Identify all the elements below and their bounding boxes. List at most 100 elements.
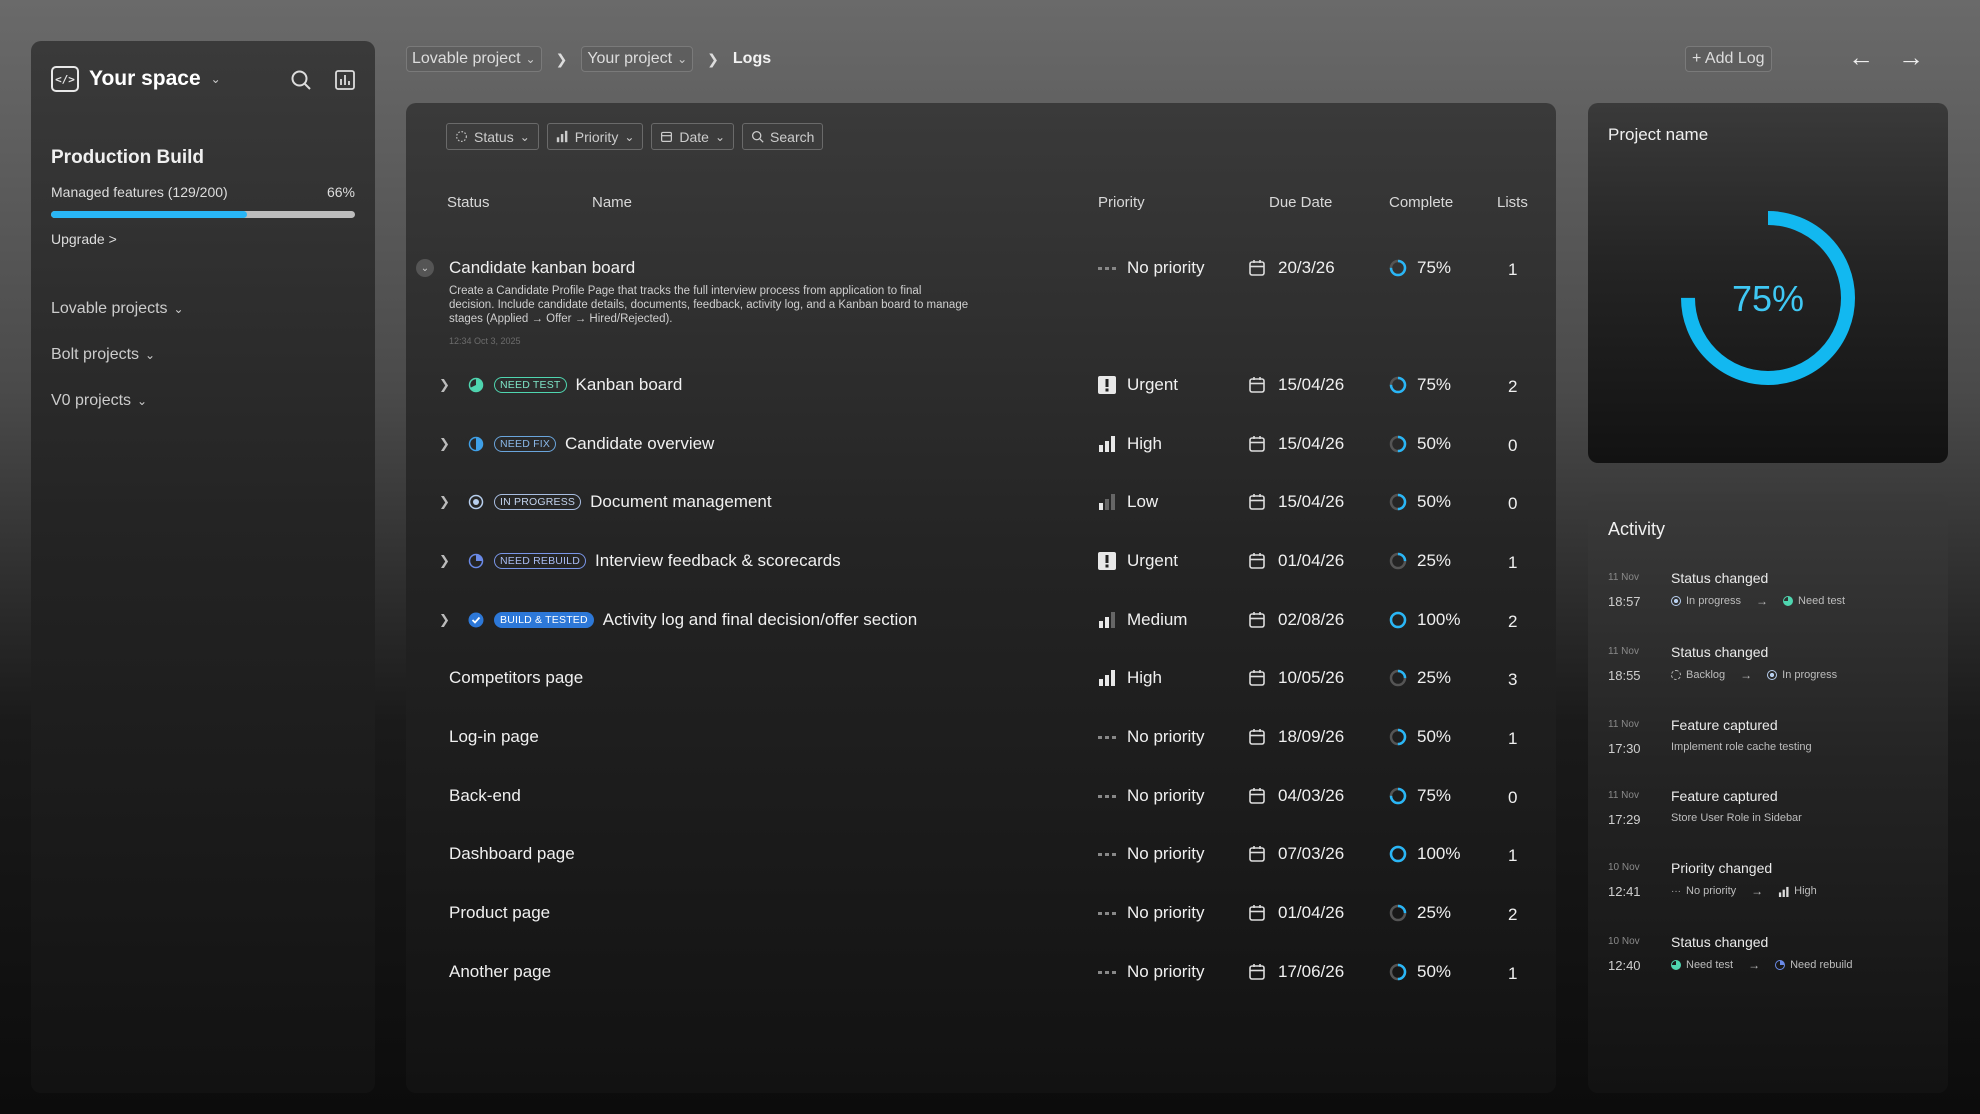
header-status[interactable]: Status bbox=[447, 194, 490, 211]
priority-high-icon bbox=[1779, 886, 1789, 897]
search-icon[interactable] bbox=[289, 68, 313, 92]
in-progress-icon bbox=[1767, 670, 1778, 680]
row-due-date: 18/09/26 bbox=[1278, 727, 1345, 746]
nav-v0-projects[interactable]: V0 projects ⌄ bbox=[51, 392, 147, 410]
calendar-icon bbox=[1249, 905, 1265, 921]
chevron-right-icon[interactable]: ❯ bbox=[439, 553, 450, 568]
features-progress-bar bbox=[51, 211, 355, 218]
completion-ring-icon bbox=[1389, 845, 1407, 863]
space-switcher[interactable]: </> Your space ⌄ bbox=[51, 66, 221, 92]
row-name[interactable]: Candidate kanban board bbox=[449, 258, 636, 277]
activity-date: 10 Nov bbox=[1608, 936, 1640, 947]
activity-item: 11 Nov 18:55 Status changed Backlog → In prog… bbox=[1608, 644, 1938, 694]
chevron-right-icon: ❯ bbox=[555, 50, 568, 67]
row-lists: 3 bbox=[1508, 670, 1518, 689]
header-complete[interactable]: Complete bbox=[1389, 194, 1454, 211]
back-arrow-icon[interactable]: ← bbox=[1848, 42, 1874, 72]
chevron-right-icon[interactable]: ❯ bbox=[439, 436, 450, 451]
row-name[interactable]: Log-in page bbox=[449, 727, 539, 746]
header-priority[interactable]: Priority bbox=[1098, 194, 1145, 211]
table-row[interactable]: ❯ NEED FIX Candidate overview High 15/04/26 5… bbox=[406, 426, 1556, 462]
row-name[interactable]: Competitors page bbox=[449, 668, 584, 687]
nav-label: V0 projects bbox=[51, 392, 132, 409]
activity-from: In progress bbox=[1686, 595, 1742, 607]
header-name[interactable]: Name bbox=[592, 194, 633, 211]
table-row[interactable]: ⌄ Candidate kanban board No priority 20/3/2… bbox=[406, 250, 1556, 286]
row-priority: High bbox=[1127, 434, 1162, 453]
filter-label: Date bbox=[679, 128, 709, 145]
add-log-button[interactable]: + Add Log bbox=[1685, 46, 1772, 72]
row-name[interactable]: Dashboard page bbox=[449, 844, 575, 863]
chevron-right-icon: ❯ bbox=[707, 50, 719, 67]
row-due-date: 15/04/26 bbox=[1278, 434, 1345, 453]
chevron-right-icon[interactable]: ❯ bbox=[439, 612, 450, 627]
priority-medium-icon bbox=[1099, 612, 1115, 628]
row-lists: 0 bbox=[1508, 436, 1518, 455]
row-lists: 1 bbox=[1508, 964, 1518, 983]
activity-heading: Priority changed bbox=[1671, 860, 1773, 876]
row-due-date: 07/03/26 bbox=[1278, 844, 1345, 863]
row-lists: 2 bbox=[1508, 377, 1518, 396]
breadcrumb-lovable-project[interactable]: Lovable project ⌄ bbox=[406, 46, 542, 72]
nav-bolt-projects[interactable]: Bolt projects ⌄ bbox=[51, 346, 155, 364]
calendar-icon bbox=[1249, 670, 1265, 686]
date-filter[interactable]: Date ⌄ bbox=[651, 123, 735, 150]
row-name[interactable]: Document management bbox=[590, 492, 772, 511]
row-name[interactable]: Interview feedback & scorecards bbox=[595, 551, 841, 570]
sidebar: </> Your space ⌄ Production Build Manage… bbox=[31, 41, 375, 1093]
row-name[interactable]: Another page bbox=[449, 962, 552, 981]
table-row[interactable]: ❯ IN PROGRESS Document management Low 15/04/… bbox=[406, 484, 1556, 520]
collapse-icon[interactable]: ⌄ bbox=[416, 259, 434, 277]
table-row[interactable]: Dashboard page No priority 07/03/26 100% 1 bbox=[406, 836, 1556, 872]
header-lists[interactable]: Lists bbox=[1497, 194, 1528, 211]
row-name[interactable]: Activity log and final decision/offer se… bbox=[602, 610, 918, 629]
table-row[interactable]: Another page No priority 17/06/26 50% 1 bbox=[406, 954, 1556, 990]
table-row[interactable]: Log-in page No priority 18/09/26 50% 1 bbox=[406, 719, 1556, 755]
chevron-right-icon[interactable]: ❯ bbox=[439, 494, 450, 509]
priority-filter[interactable]: Priority ⌄ bbox=[546, 123, 644, 150]
status-icon bbox=[468, 553, 484, 569]
completion-ring-icon bbox=[1389, 552, 1407, 570]
header-due-date[interactable]: Due Date bbox=[1269, 194, 1333, 211]
chevron-right-icon[interactable]: ❯ bbox=[439, 377, 450, 392]
table-row[interactable]: Back-end No priority 04/03/26 75% 0 bbox=[406, 778, 1556, 814]
row-complete: 50% bbox=[1417, 727, 1452, 746]
arrow-right-icon: → bbox=[1751, 884, 1764, 898]
row-due-date: 17/06/26 bbox=[1278, 962, 1345, 981]
status-badge: NEED FIX bbox=[494, 436, 557, 452]
row-due-date: 15/04/26 bbox=[1278, 375, 1345, 394]
nav-lovable-projects[interactable]: Lovable projects ⌄ bbox=[51, 300, 184, 318]
row-lists: 1 bbox=[1508, 729, 1518, 748]
row-due-date: 02/08/26 bbox=[1278, 610, 1345, 629]
row-name[interactable]: Product page bbox=[449, 903, 551, 922]
chart-icon[interactable] bbox=[333, 68, 357, 92]
search-button[interactable]: Search bbox=[742, 123, 824, 150]
status-icon bbox=[468, 436, 484, 452]
space-title: Your space bbox=[89, 67, 201, 90]
chevron-down-icon: ⌄ bbox=[210, 72, 221, 86]
table-row[interactable]: ❯ BUILD & TESTED Activity log and final de… bbox=[406, 602, 1556, 638]
row-name[interactable]: Back-end bbox=[449, 786, 521, 805]
arrow-right-icon: → bbox=[1748, 958, 1761, 972]
activity-to: High bbox=[1794, 885, 1817, 897]
row-name[interactable]: Kanban board bbox=[575, 375, 683, 394]
row-priority: Low bbox=[1127, 492, 1159, 511]
chevron-down-icon: ⌄ bbox=[525, 52, 536, 66]
breadcrumb-your-project[interactable]: Your project ⌄ bbox=[581, 46, 694, 72]
table-row[interactable]: ❯ NEED TEST Kanban board Urgent 15/04/26 75% 2 bbox=[406, 367, 1556, 403]
row-timestamp: 12:34 Oct 3, 2025 bbox=[449, 336, 521, 346]
table-row[interactable]: Competitors page High 10/05/26 25% 3 bbox=[406, 660, 1556, 696]
upgrade-link[interactable]: Upgrade > bbox=[51, 231, 117, 247]
priority-high-icon bbox=[1099, 670, 1115, 686]
row-name[interactable]: Candidate overview bbox=[565, 434, 715, 453]
no-priority-icon bbox=[1098, 912, 1116, 915]
in-progress-icon bbox=[1671, 596, 1681, 606]
row-complete: 25% bbox=[1417, 668, 1452, 687]
table-row[interactable]: ❯ NEED REBUILD Interview feedback & scorec… bbox=[406, 543, 1556, 579]
row-priority: No priority bbox=[1127, 844, 1205, 863]
forward-arrow-icon[interactable]: → bbox=[1898, 42, 1924, 72]
activity-item: 10 Nov 12:41 Priority changed ··· No priorit… bbox=[1608, 860, 1938, 910]
row-priority: No priority bbox=[1127, 903, 1205, 922]
status-filter[interactable]: Status ⌄ bbox=[446, 123, 539, 150]
table-row[interactable]: Product page No priority 01/04/26 25% 2 bbox=[406, 895, 1556, 931]
